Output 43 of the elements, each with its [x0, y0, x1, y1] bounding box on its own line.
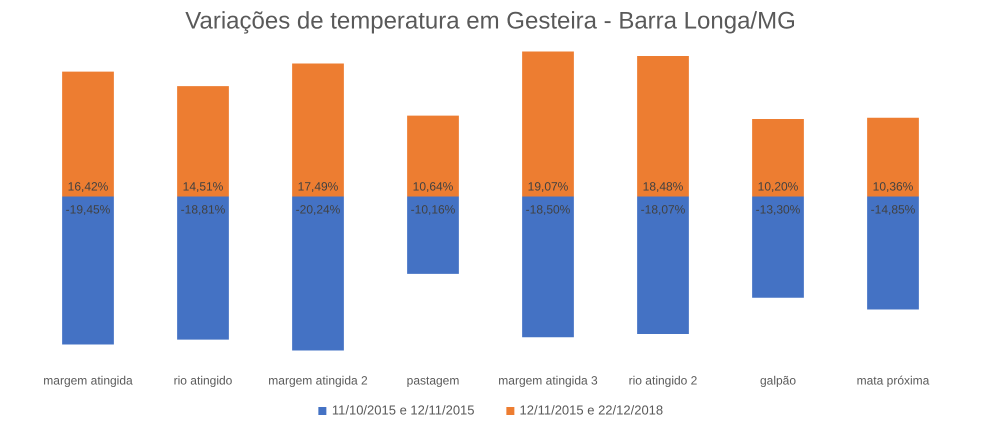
- data-label: -19,45%: [66, 202, 111, 217]
- data-label: -20,24%: [296, 202, 341, 217]
- bar: [62, 196, 114, 345]
- x-tick-label: rio atingido 2: [628, 374, 698, 388]
- bar: [637, 56, 689, 197]
- bar: [637, 196, 689, 334]
- data-label: -18,50%: [526, 202, 571, 217]
- legend-label: 11/10/2015 e 12/11/2015: [332, 402, 475, 418]
- x-tick-label: rio atingido: [174, 374, 233, 388]
- data-label: 17,49%: [298, 180, 339, 194]
- bar: [752, 118, 804, 197]
- x-tick-label: galpão: [760, 374, 796, 388]
- data-label: 10,20%: [758, 180, 799, 194]
- bar: [522, 51, 574, 197]
- data-label: -18,07%: [640, 202, 686, 217]
- bar: [292, 196, 344, 351]
- data-label: -14,85%: [870, 202, 916, 217]
- legend-label: 12/11/2015 e 22/12/2018: [520, 402, 664, 418]
- data-label: -13,30%: [756, 202, 801, 217]
- bar: [752, 196, 804, 298]
- bar: [407, 116, 459, 197]
- bar: [407, 196, 459, 274]
- data-label: 10,64%: [412, 180, 454, 194]
- data-label: 18,48%: [642, 180, 684, 194]
- x-tick-label: mata próxima: [856, 374, 930, 388]
- data-label: 16,42%: [68, 180, 109, 194]
- data-label: 10,36%: [872, 180, 914, 194]
- data-label: 19,07%: [528, 180, 569, 194]
- bar: [867, 118, 919, 197]
- bar: [177, 86, 229, 197]
- data-label: -10,16%: [410, 202, 456, 217]
- bar: [292, 63, 344, 197]
- chart-title: Variações de temperatura em Gesteira - Barra Longa/MG: [185, 8, 796, 34]
- bar: [867, 196, 919, 310]
- x-tick-label: margem atingida: [43, 374, 134, 388]
- bar: [62, 72, 114, 197]
- data-label: -18,81%: [180, 202, 226, 217]
- bar: [177, 196, 229, 340]
- bar: [522, 196, 574, 338]
- data-label: 14,51%: [182, 180, 224, 194]
- x-tick-label: margem atingida 2: [268, 374, 368, 388]
- x-tick-label: pastagem: [406, 374, 460, 388]
- x-tick-label: margem atingida 3: [498, 374, 598, 388]
